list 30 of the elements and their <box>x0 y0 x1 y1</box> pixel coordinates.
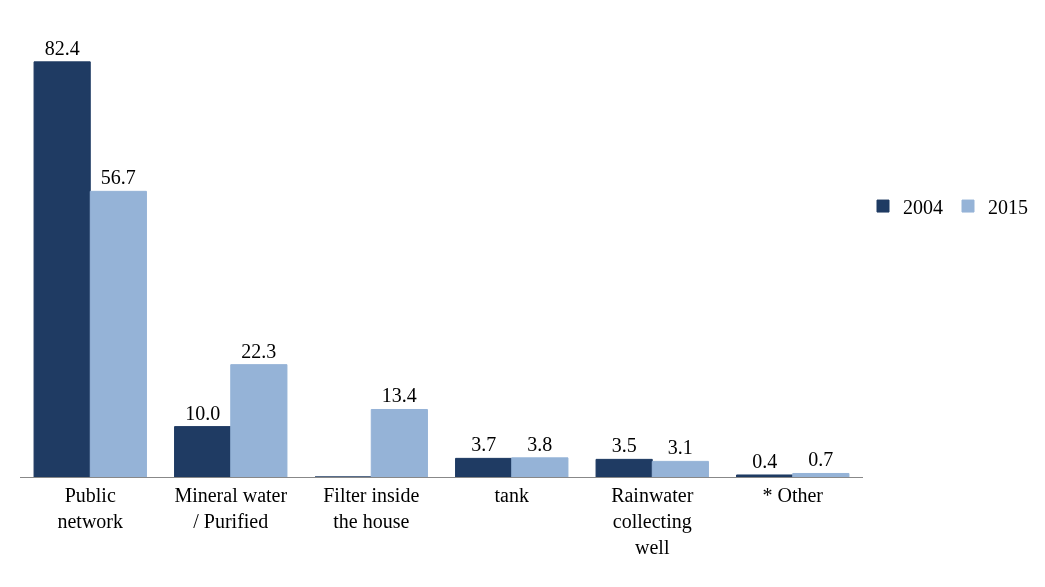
bar <box>174 426 232 477</box>
x-tick-label: Public network <box>57 484 124 532</box>
data-label: 0.7 <box>808 448 834 471</box>
data-label: 3.1 <box>667 436 693 459</box>
data-label: 22.3 <box>241 339 277 362</box>
bar <box>230 364 288 477</box>
legend-label: 2015 <box>988 195 1028 218</box>
data-label: 3.5 <box>611 434 637 457</box>
bar <box>33 61 91 477</box>
data-label: 56.7 <box>100 166 136 189</box>
legend-label: 2004 <box>903 195 943 218</box>
x-tick-label: tank <box>494 484 529 506</box>
bar <box>89 190 147 477</box>
bar <box>370 408 428 477</box>
x-tick-label: * Other <box>762 484 824 506</box>
data-label: 10.0 <box>185 401 221 424</box>
bar <box>792 472 850 477</box>
x-tick-label: Filter inside the house <box>323 484 420 532</box>
bar <box>736 474 794 477</box>
data-label: 82.4 <box>44 36 80 59</box>
data-label: 3.7 <box>471 433 497 456</box>
x-tick-label: Mineral water / Purified <box>174 484 288 532</box>
data-label: 3.8 <box>527 432 553 455</box>
x-tick-label: Rainwater collecting well <box>611 484 694 558</box>
bar <box>595 458 653 477</box>
data-label: 0.4 <box>752 449 778 472</box>
bar <box>455 457 513 477</box>
bar <box>511 457 569 477</box>
bar <box>651 460 709 477</box>
data-label: 13.4 <box>381 384 417 407</box>
